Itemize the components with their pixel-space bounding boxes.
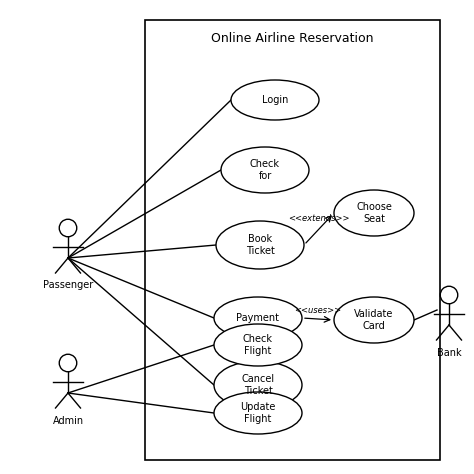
Text: Cancel
Ticket: Cancel Ticket — [241, 374, 274, 396]
Text: Choose
Seat: Choose Seat — [356, 202, 392, 224]
Text: <<uses>>: <<uses>> — [294, 306, 342, 315]
Text: Validate
Card: Validate Card — [354, 309, 394, 331]
Ellipse shape — [216, 221, 304, 269]
Text: Login: Login — [262, 95, 288, 105]
Ellipse shape — [214, 392, 302, 434]
Text: Admin: Admin — [53, 416, 83, 426]
Ellipse shape — [214, 324, 302, 366]
Text: Update
Flight: Update Flight — [240, 402, 276, 424]
Text: Check
for: Check for — [250, 159, 280, 181]
Ellipse shape — [334, 297, 414, 343]
Text: Bank: Bank — [437, 347, 461, 357]
Ellipse shape — [221, 147, 309, 193]
Text: Passenger: Passenger — [43, 281, 93, 291]
Text: Book
Ticket: Book Ticket — [246, 234, 274, 256]
Text: Online Airline Reservation: Online Airline Reservation — [211, 32, 373, 45]
Ellipse shape — [334, 190, 414, 236]
Text: Check
Flight: Check Flight — [243, 334, 273, 356]
Ellipse shape — [214, 297, 302, 339]
Ellipse shape — [214, 361, 302, 409]
Ellipse shape — [231, 80, 319, 120]
Text: Payment: Payment — [237, 313, 280, 323]
Text: <<extends>>: <<extends>> — [288, 214, 350, 223]
Bar — [145, 20, 440, 460]
